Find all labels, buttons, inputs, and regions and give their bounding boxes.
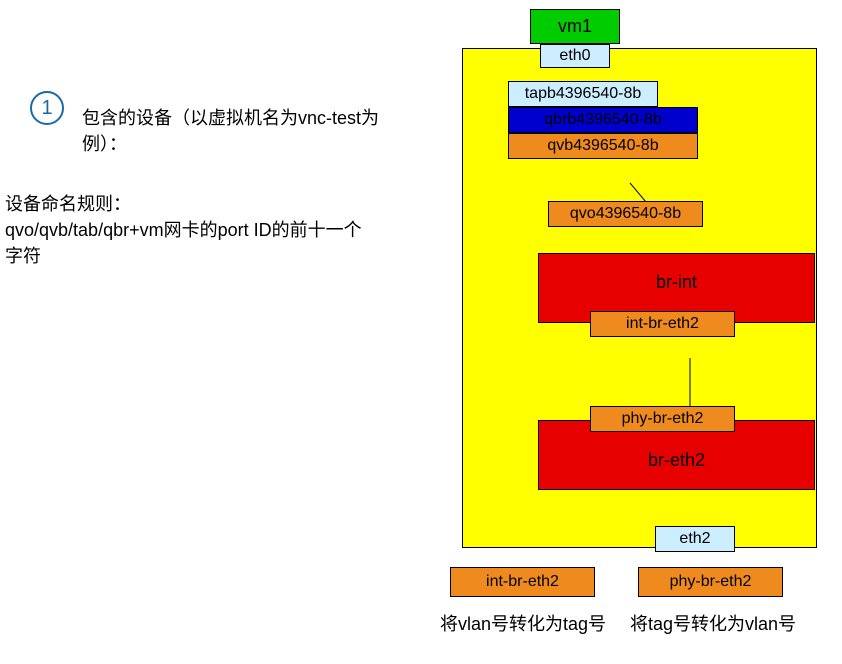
legend-intbr-desc: 将vlan号转化为tag号 <box>440 610 610 636</box>
node-qbr: qbrb4396540-8b <box>508 107 698 133</box>
node-vm1: vm1 <box>530 9 620 44</box>
legend-phybr-desc: 将tag号转化为vlan号 <box>630 610 800 636</box>
legend-intbr-label: int-br-eth2 <box>486 573 559 591</box>
legend-intbr: int-br-eth2 <box>450 567 595 597</box>
node-intbr-label: int-br-eth2 <box>626 315 699 333</box>
node-qvo: qvo4396540-8b <box>548 201 703 227</box>
node-eth2-label: eth2 <box>679 530 710 548</box>
node-vm1-label: vm1 <box>558 16 592 37</box>
step-circle-label: 1 <box>41 97 52 120</box>
legend-phybr-label: phy-br-eth2 <box>670 573 752 591</box>
node-eth0: eth0 <box>540 44 610 68</box>
node-qvb-label: qvb4396540-8b <box>547 137 658 155</box>
node-phybr-label: phy-br-eth2 <box>622 410 704 428</box>
node-qvb: qvb4396540-8b <box>508 133 698 159</box>
node-qbr-label: qbrb4396540-8b <box>544 111 661 129</box>
legend-phybr: phy-br-eth2 <box>638 567 783 597</box>
node-brint-label: br-int <box>656 272 697 293</box>
node-eth2: eth2 <box>655 526 735 552</box>
node-eth0-label: eth0 <box>559 47 590 65</box>
node-tap: tapb4396540-8b <box>508 81 658 107</box>
diagram-stage: vm1 eth0 tapb4396540-8b qbrb4396540-8b q… <box>0 0 842 664</box>
step-circle: 1 <box>30 91 64 125</box>
description-line1: 包含的设备（以虚拟机名为vnc-test为例）： <box>82 104 402 156</box>
node-qvo-label: qvo4396540-8b <box>570 205 681 223</box>
node-tap-label: tapb4396540-8b <box>525 85 642 103</box>
node-phybr: phy-br-eth2 <box>590 406 735 432</box>
node-intbr: int-br-eth2 <box>590 311 735 337</box>
node-breth2-label: br-eth2 <box>648 450 705 471</box>
description-line2: 设备命名规则： qvo/qvb/tab/qbr+vm网卡的port ID的前十一… <box>5 190 365 268</box>
